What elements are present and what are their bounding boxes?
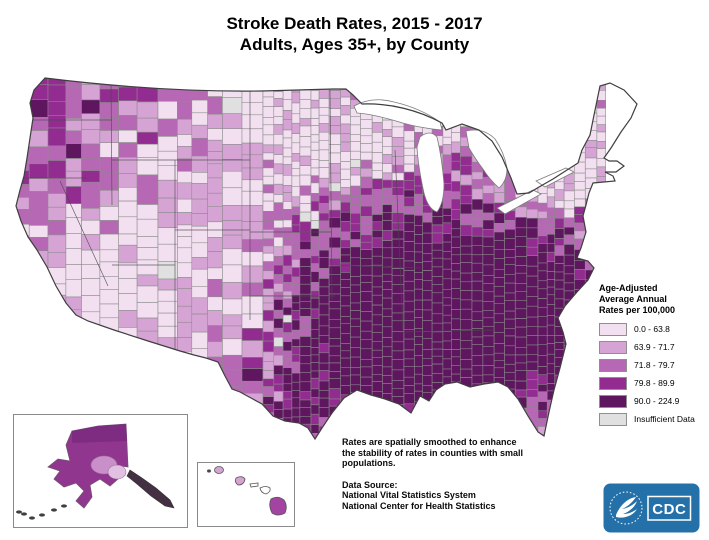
legend-swatch-1: [599, 340, 627, 354]
hhs-eagle-icon: [616, 497, 637, 518]
aleutian-island-dot-4: [61, 504, 67, 508]
legend-label-2: 71.8 - 79.7: [634, 360, 675, 370]
cdc-logo-text: CDC: [652, 501, 686, 518]
legend-swatch-2: [599, 358, 627, 372]
legend-swatch-0: [599, 322, 627, 336]
legend-title-line1: Age-Adjusted: [599, 283, 658, 293]
legend-item-3: 79.8 - 89.9: [599, 376, 709, 390]
island-molokai: [249, 482, 259, 488]
aleutian-island-dot-5: [16, 510, 22, 514]
map-legend: Age-Adjusted Average Annual Rates per 10…: [599, 283, 709, 430]
legend-title: Age-Adjusted Average Annual Rates per 10…: [599, 283, 709, 316]
legend-swatch-3: [599, 376, 627, 390]
lake-erie: [496, 189, 542, 215]
data-source-line1: National Vital Statistics System: [342, 490, 476, 500]
island-maui: [259, 486, 271, 495]
legend-label-1: 63.9 - 71.7: [634, 342, 675, 352]
figure-title-line1: Stroke Death Rates, 2015 - 2017: [226, 14, 483, 33]
data-source-heading: Data Source:: [342, 479, 398, 490]
legend-swatch-5: [599, 412, 627, 426]
island-niihau: [206, 469, 211, 473]
aleutian-island-dot-2: [39, 513, 45, 517]
hhs-seal-ring: [609, 491, 643, 525]
lake-michigan: [416, 132, 445, 213]
legend-title-line2: Average Annual: [599, 294, 667, 304]
legend-label-4: 90.0 - 224.9: [634, 396, 680, 406]
legend-item-2: 71.8 - 79.7: [599, 358, 709, 372]
legend-item-4: 90.0 - 224.9: [599, 394, 709, 408]
aleutian-island-dot-1: [29, 516, 35, 520]
alaska-panhandle: [126, 469, 175, 509]
alaska-inset-box: [13, 414, 188, 528]
legend-title-line3: Rates per 100,000: [599, 305, 676, 315]
alaska-north-band: [72, 424, 127, 443]
island-hawaii-big-island: [269, 496, 287, 516]
data-source-line2: National Center for Health Statistics: [342, 500, 496, 511]
legend-label-3: 79.8 - 89.9: [634, 378, 675, 388]
cdc-hhs-logo: CDC: [603, 483, 700, 533]
legend-item-0: 0.0 - 63.8: [599, 322, 709, 336]
aleutian-island-dot-0: [21, 512, 27, 516]
figure-title: Stroke Death Rates, 2015 - 2017 Adults, …: [0, 13, 709, 55]
alaska-lighter-region: [107, 464, 127, 480]
lake-superior: [353, 99, 443, 131]
legend-item-1: 63.9 - 71.7: [599, 340, 709, 354]
hawaii-inset-map: [206, 466, 287, 516]
island-oahu: [234, 476, 246, 486]
legend-item-5: Insufficient Data: [599, 412, 709, 426]
island-kauai: [214, 466, 224, 474]
state-borders: [18, 79, 496, 352]
smoothing-note-line2: the stability of rates in counties with …: [342, 447, 524, 458]
smoothing-note-line1: Rates are spatially smoothed to enhance: [342, 437, 517, 447]
legend-label-5: Insufficient Data: [634, 414, 695, 424]
us-outline: [15, 77, 638, 441]
legend-label-0: 0.0 - 63.8: [634, 324, 670, 334]
legend-rows: 0.0 - 63.8 63.9 - 71.7 71.8 - 79.7 79.8 - 8…: [599, 322, 709, 426]
cdc-text-box: [647, 495, 692, 521]
lake-huron: [465, 129, 508, 189]
hawaii-inset-box: [197, 462, 295, 527]
smoothing-note-line3: populations.: [342, 458, 396, 468]
legend-swatch-4: [599, 394, 627, 408]
figure-title-line2: Adults, Ages 35+, by County: [239, 35, 470, 54]
alaska-inset-map: [16, 423, 175, 520]
aleutian-island-dot-3: [51, 508, 57, 512]
map-notes: Rates are spatially smoothed to enhance …: [342, 437, 523, 511]
